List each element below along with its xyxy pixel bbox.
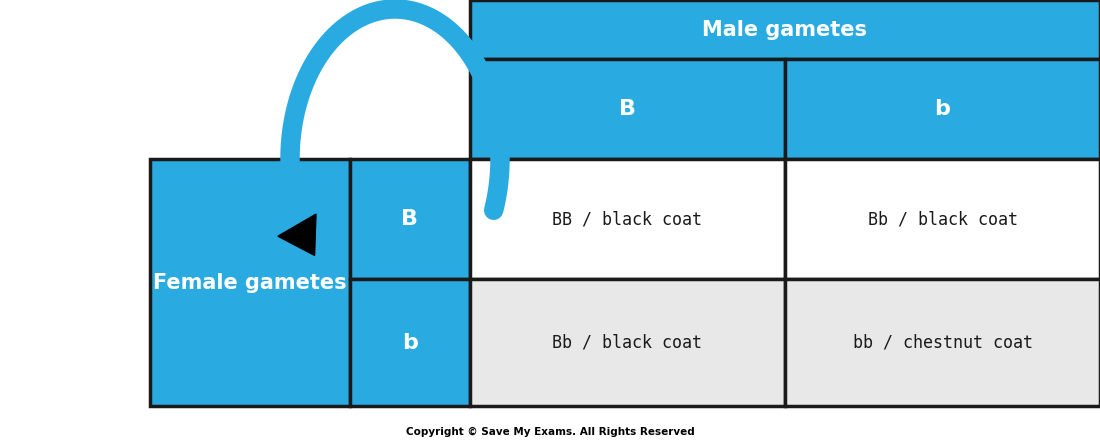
- FancyBboxPatch shape: [470, 0, 1100, 59]
- Text: Female gametes: Female gametes: [153, 273, 346, 293]
- FancyBboxPatch shape: [785, 159, 1100, 279]
- Polygon shape: [278, 214, 316, 255]
- Text: Copyright © Save My Exams. All Rights Reserved: Copyright © Save My Exams. All Rights Re…: [406, 427, 694, 437]
- FancyBboxPatch shape: [470, 279, 785, 406]
- FancyBboxPatch shape: [785, 59, 1100, 159]
- Text: BB / black coat: BB / black coat: [552, 210, 703, 228]
- FancyBboxPatch shape: [150, 159, 350, 406]
- Text: b: b: [935, 99, 950, 119]
- Text: B: B: [619, 99, 636, 119]
- Text: B: B: [402, 209, 418, 229]
- Text: Male gametes: Male gametes: [703, 20, 868, 40]
- FancyBboxPatch shape: [350, 159, 470, 279]
- FancyBboxPatch shape: [470, 159, 785, 279]
- Text: Bb / black coat: Bb / black coat: [868, 210, 1018, 228]
- FancyBboxPatch shape: [350, 279, 470, 406]
- FancyBboxPatch shape: [470, 59, 785, 159]
- FancyBboxPatch shape: [785, 279, 1100, 406]
- Text: b: b: [403, 333, 418, 353]
- Text: Bb / black coat: Bb / black coat: [552, 333, 703, 352]
- Text: bb / chestnut coat: bb / chestnut coat: [852, 333, 1033, 352]
